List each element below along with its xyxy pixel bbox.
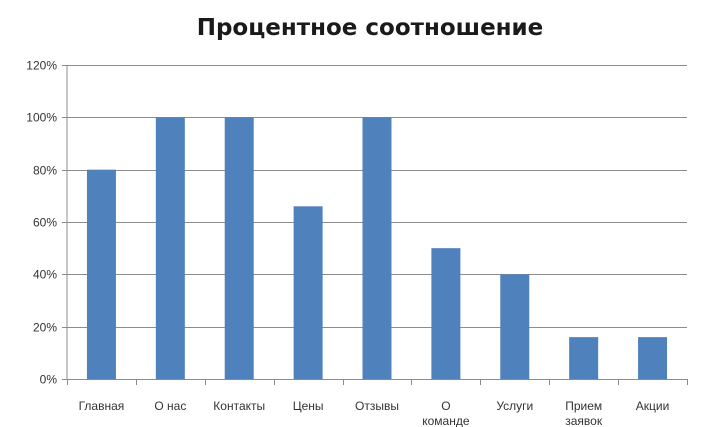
- x-category-label: Цены: [293, 399, 324, 413]
- bar: [293, 206, 323, 379]
- chart-title: Процентное соотношение: [197, 15, 544, 41]
- x-category-label: Главная: [79, 399, 125, 413]
- bar: [431, 248, 461, 379]
- y-tick-label: 40%: [33, 268, 57, 282]
- bar: [155, 117, 185, 379]
- x-axis: [66, 65, 688, 385]
- bar: [362, 117, 392, 379]
- y-tick-label: 100%: [26, 111, 57, 125]
- bars: [86, 117, 668, 379]
- y-tick-label: 80%: [33, 164, 57, 178]
- x-category-label: Отзывы: [355, 399, 399, 413]
- y-tick-label: 120%: [26, 59, 57, 73]
- y-tick-label: 0%: [40, 373, 58, 387]
- x-category-label: Акции: [636, 399, 670, 413]
- x-category-label: О нас: [154, 399, 186, 413]
- x-category-label: Контакты: [213, 399, 265, 413]
- bar: [500, 274, 530, 379]
- bar: [569, 337, 599, 379]
- bar: [86, 169, 116, 379]
- x-category-label: Услуги: [496, 399, 533, 413]
- y-tick-label: 60%: [33, 216, 57, 230]
- y-tick-label: 20%: [33, 321, 57, 335]
- bar: [638, 337, 668, 379]
- x-category-label: Прием заявок: [565, 399, 603, 427]
- y-axis-tick-labels: 0% 20% 40% 60% 80% 100% 120%: [26, 59, 67, 387]
- bar: [224, 117, 254, 379]
